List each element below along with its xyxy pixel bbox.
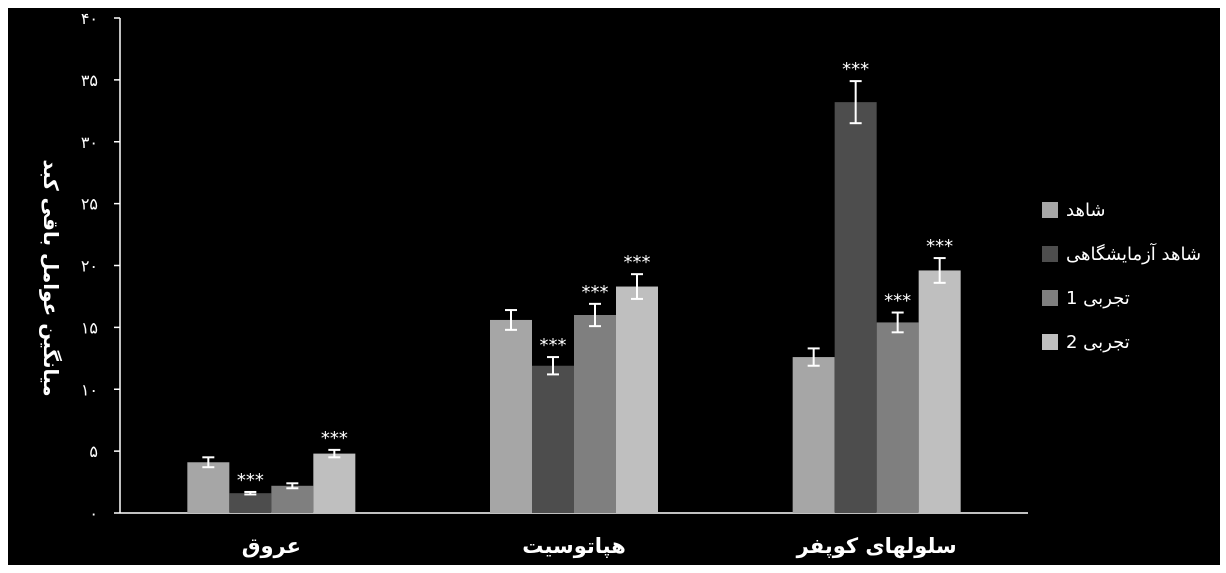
chart-frame: ۰ ۵ ۱۰ ۱۵ ۲۰ ۲۵ ۳۰ ۳۵ ۴۰ میانگین عوامل باقی کبد **… [8,8,1220,565]
y-tick-label: ۳۵ [81,71,98,90]
bar [792,357,835,513]
y-tick-label: ۴۰ [81,9,98,28]
legend-swatch [1042,202,1058,218]
bar [616,286,658,513]
significance-label: *** [582,282,609,303]
legend-item: شاهد [1042,188,1226,232]
x-category-label: عروق [242,534,301,558]
bar [490,319,532,513]
significance-label: *** [237,470,264,491]
x-category-label: هپاتوسیت [522,534,626,558]
y-tick-label: ۱۰ [81,380,98,399]
significance-label: *** [926,236,953,257]
bar [918,270,961,513]
legend-label: تجربی 1 [1066,287,1130,309]
bar [876,322,919,513]
y-tick-label: ۵ [89,442,98,461]
bar-chart: ۰ ۵ ۱۰ ۱۵ ۲۰ ۲۵ ۳۰ ۳۵ ۴۰ میانگین عوامل باقی کبد **… [39,9,1028,558]
y-axis-label: میانگین عوامل باقی کبد [39,159,63,396]
significance-label: *** [884,291,911,312]
y-tick-label: ۳۰ [81,133,98,152]
legend-label: تجربی 2 [1066,331,1130,353]
bar [574,315,616,513]
bar [187,462,230,513]
legend-swatch [1042,290,1058,306]
bar [532,365,574,513]
legend-swatch [1042,246,1058,262]
significance-label: *** [624,252,651,273]
bar [834,102,877,514]
x-category-label: سلولهای کوپفر [796,534,957,558]
bar [313,453,356,513]
significance-label: *** [540,335,567,356]
legend-swatch [1042,334,1058,350]
legend-label: شاهد آزمایشگاهی [1066,243,1202,265]
legend-label: شاهد [1066,199,1106,221]
legend-item: شاهد آزمایشگاهی [1042,232,1226,276]
bar [229,493,272,513]
significance-label: *** [842,59,869,80]
legend-item: تجربی 1 [1042,276,1226,320]
y-tick-label: ۰ [89,504,98,523]
y-tick-label: ۲۰ [81,257,98,276]
significance-label: *** [321,428,348,449]
y-tick-label: ۲۵ [81,195,98,214]
legend: شاهد شاهد آزمایشگاهی تجربی 1 تجربی 2 [1042,188,1226,364]
y-tick-label: ۱۵ [81,318,98,337]
bar [271,485,314,513]
legend-item: تجربی 2 [1042,320,1226,364]
